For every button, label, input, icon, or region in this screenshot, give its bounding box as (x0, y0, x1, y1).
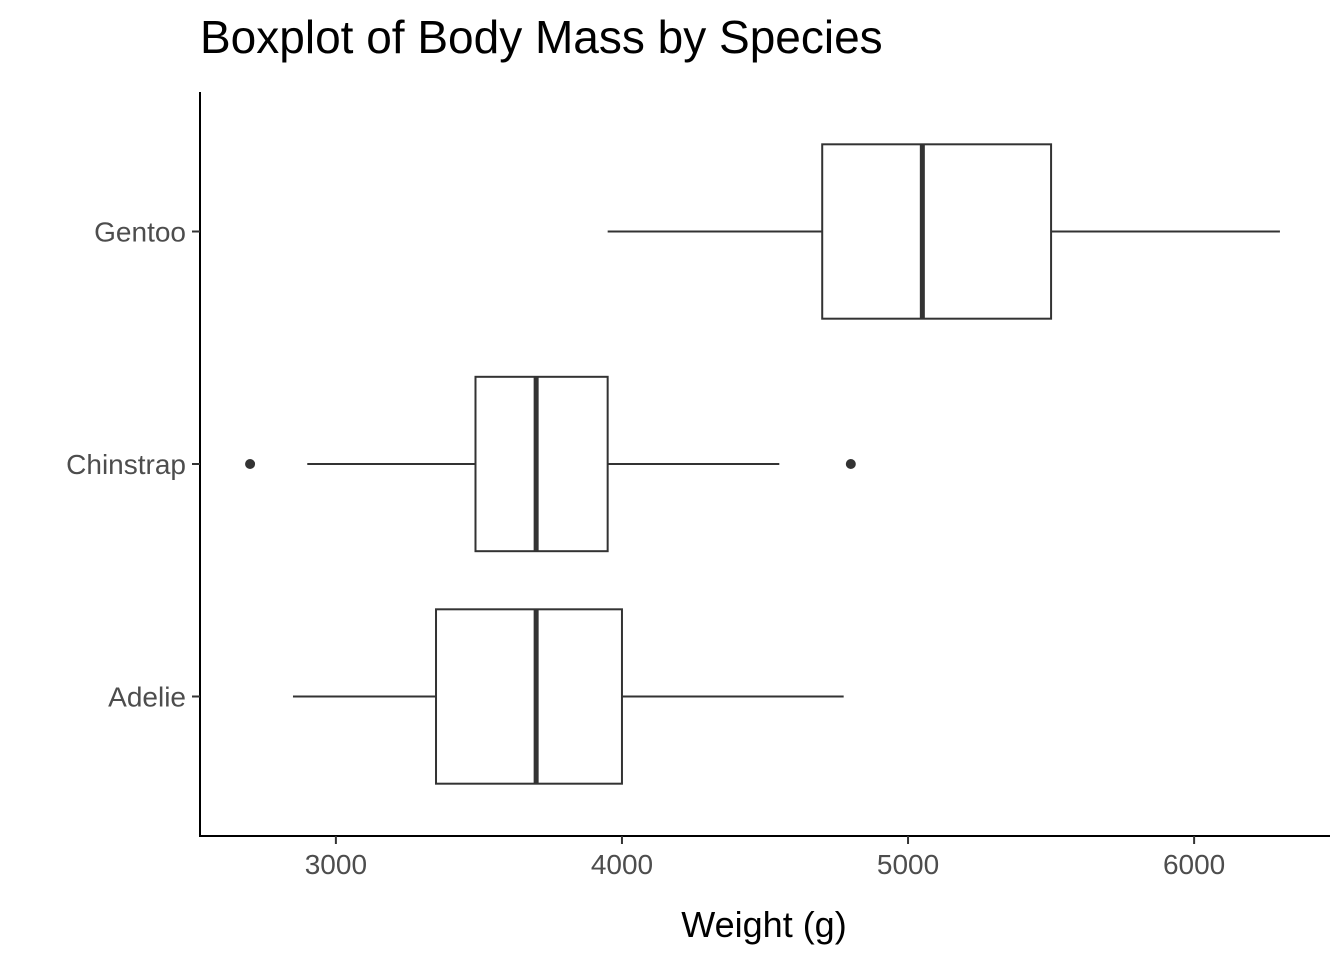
plot-area (245, 143, 1280, 785)
chart-title: Boxplot of Body Mass by Species (200, 11, 883, 63)
x-tick-label-3000: 3000 (305, 849, 367, 880)
outlier-point-chinstrap (245, 459, 256, 469)
axis-ticks: Adelie Chinstrap Gentoo 3000 4000 5000 6000 (66, 217, 1225, 881)
y-tick-label-adelie: Adelie (108, 682, 186, 713)
x-tick-label-5000: 5000 (877, 849, 939, 880)
box-gentoo (821, 143, 1053, 320)
outlier-point-chinstrap (845, 459, 856, 469)
x-tick-label-4000: 4000 (591, 849, 653, 880)
x-tick-label-6000: 6000 (1163, 849, 1225, 880)
y-tick-label-chinstrap: Chinstrap (66, 449, 186, 480)
x-axis-title: Weight (g) (681, 904, 846, 945)
boxplot-gentoo (607, 143, 1280, 320)
boxplot-adelie (292, 608, 844, 785)
box-chinstrap (474, 375, 609, 553)
box-adelie (435, 608, 623, 785)
y-tick-label-gentoo: Gentoo (94, 217, 186, 248)
boxplot-chinstrap (245, 375, 856, 553)
